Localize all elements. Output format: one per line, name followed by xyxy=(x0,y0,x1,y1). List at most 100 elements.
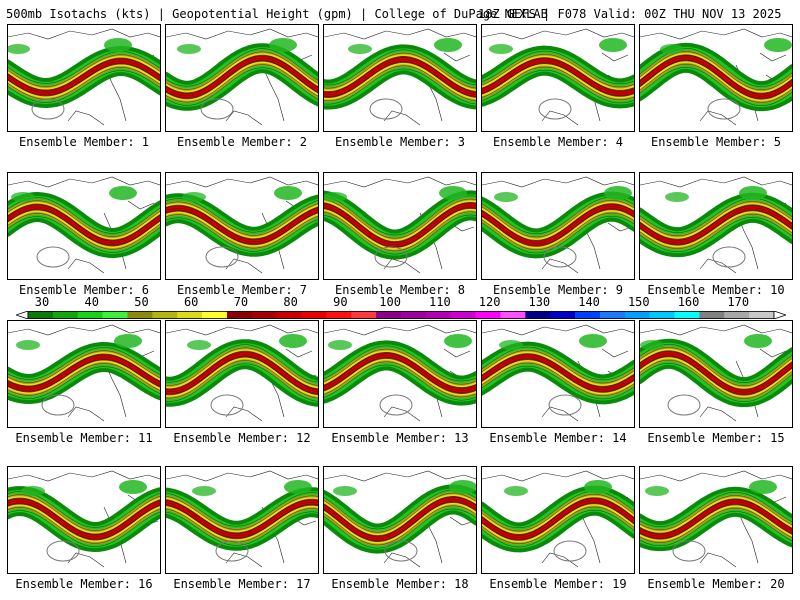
jet-stream-map xyxy=(324,470,476,568)
isotach-colorbar xyxy=(16,311,786,319)
ensemble-member-label: Ensemble Member: 12 xyxy=(173,431,311,445)
ensemble-panel xyxy=(7,172,161,280)
height-contour xyxy=(640,60,792,100)
ensemble-panel xyxy=(165,466,319,574)
height-contour xyxy=(166,363,318,402)
coastline xyxy=(166,324,318,422)
height-contour xyxy=(166,64,318,103)
colorbar-swatch xyxy=(326,311,352,319)
height-contour xyxy=(482,506,634,545)
height-contour xyxy=(166,201,318,236)
isotach-patch xyxy=(599,38,627,52)
height-contour xyxy=(8,353,160,387)
colorbar-swatch xyxy=(52,311,79,319)
height-contour xyxy=(8,203,160,241)
height-contour xyxy=(166,501,318,537)
height-contour xyxy=(166,353,318,393)
isotach-patch xyxy=(449,480,476,494)
height-contour xyxy=(8,70,160,103)
colorbar-swatch xyxy=(674,311,700,319)
isotach-patch xyxy=(504,486,528,496)
coastline xyxy=(482,176,634,274)
height-contour xyxy=(640,47,792,87)
height-contour xyxy=(640,204,792,240)
isotach-patch xyxy=(21,486,45,496)
coastline xyxy=(640,470,792,568)
height-contour xyxy=(166,360,318,399)
isotach-patch xyxy=(182,192,206,202)
height-contour xyxy=(166,498,318,533)
ensemble-panel xyxy=(7,320,161,428)
height-contour xyxy=(324,211,476,252)
height-contour xyxy=(482,63,634,97)
colorbar-swatch xyxy=(351,311,377,319)
jet-stream-map xyxy=(8,28,160,126)
colorbar-swatch xyxy=(749,311,775,319)
height-contour xyxy=(324,214,476,255)
closed-low-contour xyxy=(41,394,75,416)
ensemble-panel xyxy=(323,172,477,280)
colorbar-tick-label: 90 xyxy=(333,295,348,309)
height-contour xyxy=(482,510,634,548)
height-contour xyxy=(640,213,792,249)
ensemble-member-label: Ensemble Member: 14 xyxy=(489,431,627,445)
closed-low-contour xyxy=(205,246,239,268)
ensemble-panel xyxy=(639,172,793,280)
height-contour xyxy=(166,207,318,243)
height-contour xyxy=(8,54,160,87)
isotach-patch xyxy=(744,334,772,348)
ensemble-panel xyxy=(7,466,161,574)
isotach-patch xyxy=(177,44,201,54)
height-contour xyxy=(640,347,792,386)
height-contour xyxy=(166,57,318,97)
height-contour xyxy=(324,59,476,95)
colorbar-swatch xyxy=(500,311,526,319)
jet-stream-map xyxy=(8,470,160,568)
isotach-patch xyxy=(284,480,312,494)
jet-stream-map xyxy=(640,28,792,126)
isotach-patch xyxy=(333,486,357,496)
height-contour xyxy=(166,67,318,106)
height-contour xyxy=(8,363,160,396)
height-contour xyxy=(640,353,792,393)
colorbar-swatch xyxy=(226,311,253,319)
height-contour xyxy=(8,209,160,247)
height-contour xyxy=(482,346,634,381)
height-contour xyxy=(8,507,160,544)
closed-low-contour xyxy=(210,394,244,416)
height-contour xyxy=(640,501,792,537)
height-contour xyxy=(324,55,476,92)
height-contour xyxy=(324,492,476,533)
ensemble-member-label: Ensemble Member: 7 xyxy=(176,283,308,297)
height-contour xyxy=(324,361,476,398)
height-contour xyxy=(8,51,160,84)
closed-low-contour xyxy=(369,98,403,120)
isotach-patch xyxy=(444,334,472,348)
colorbar-swatch xyxy=(599,311,626,319)
height-contour xyxy=(324,495,476,536)
height-contour xyxy=(640,504,792,540)
height-contour xyxy=(482,203,634,241)
coastline xyxy=(640,176,792,274)
colorbar-tick-label: 40 xyxy=(84,295,99,309)
isotach-patch xyxy=(328,340,352,350)
jet-stream-map xyxy=(324,28,476,126)
isotach-patch xyxy=(434,38,462,52)
colorbar-swatch xyxy=(77,311,103,319)
isotach-patch xyxy=(584,480,612,494)
jet-stream-map xyxy=(8,324,160,422)
height-contour xyxy=(166,217,318,252)
height-contour xyxy=(640,217,792,253)
height-contour xyxy=(8,510,160,547)
height-contour xyxy=(482,497,634,535)
jet-stream-map xyxy=(324,324,476,422)
colorbar-swatch xyxy=(575,311,601,319)
closed-low-contour xyxy=(384,540,418,562)
closed-low-contour xyxy=(379,394,413,416)
height-contour xyxy=(166,495,318,530)
height-contour xyxy=(482,53,634,88)
height-contour xyxy=(324,205,476,245)
isotach-patch xyxy=(269,38,297,52)
colorbar-tick-label: 140 xyxy=(578,295,600,309)
height-contour xyxy=(8,366,160,399)
